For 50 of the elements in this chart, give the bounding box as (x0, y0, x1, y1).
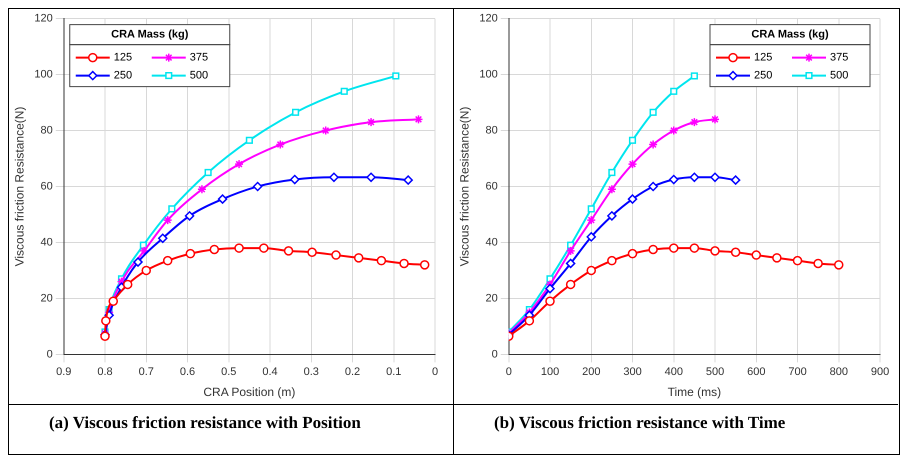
y-tick-label: 20 (486, 292, 498, 304)
legend-label: 125 (114, 52, 132, 64)
y-tick-label: 120 (479, 12, 498, 25)
y-tick-label: 60 (40, 180, 53, 193)
y-tick-label: 120 (34, 12, 53, 25)
legend-label: 250 (114, 70, 132, 82)
legend-title: CRA Mass (kg) (111, 28, 189, 41)
y-tick-label: 40 (40, 236, 53, 248)
legend-label: 500 (190, 70, 208, 82)
y-tick-label: 80 (40, 124, 53, 137)
y-tick-label: 20 (40, 292, 53, 304)
x-tick-label: 100 (540, 366, 560, 378)
y-tick-label: 80 (486, 124, 498, 137)
x-tick-label: 400 (664, 366, 683, 378)
legend-label: 500 (830, 70, 848, 82)
x-tick-label: 0.2 (344, 366, 360, 378)
x-tick-label: 0 (506, 366, 512, 378)
legend-label: 250 (754, 70, 772, 82)
x-tick-label: 0.7 (138, 366, 154, 378)
y-tick-label: 0 (492, 348, 498, 360)
legend-label: 375 (190, 52, 208, 64)
x-tick-label: 0.9 (56, 366, 72, 378)
x-tick-label: 0.4 (262, 366, 278, 378)
x-tick-label: 500 (706, 366, 724, 378)
legend-label: 125 (754, 52, 772, 64)
x-tick-label: 0.3 (304, 366, 319, 378)
x-tick-label: 900 (870, 366, 890, 378)
x-tick-label: 0.6 (180, 366, 196, 378)
x-tick-label: 800 (830, 366, 848, 378)
x-tick-label: 300 (623, 366, 642, 378)
x-tick-label: 700 (788, 366, 807, 378)
legend-title: CRA Mass (kg) (751, 28, 829, 41)
y-axis-title: Viscous friction Resistance(N) (12, 106, 27, 266)
y-tick-label: 100 (479, 68, 498, 81)
x-axis-title: CRA Position (m) (203, 385, 296, 400)
text: (a) Viscous friction resistance with Position (9, 404, 453, 433)
x-tick-label: 0.8 (97, 366, 113, 378)
x-tick-label: 0 (432, 366, 438, 378)
y-axis-title: Viscous friction Resistance(N) (458, 106, 472, 266)
y-tick-label: 40 (486, 236, 498, 248)
y-tick-label: 60 (486, 180, 498, 193)
legend-label: 375 (830, 52, 848, 64)
x-axis-title: Time (ms) (668, 385, 722, 400)
x-tick-label: 600 (747, 366, 766, 378)
x-tick-label: 200 (582, 366, 600, 378)
y-tick-label: 100 (34, 68, 53, 81)
text: (b) Viscous friction resistance with Time (454, 404, 898, 433)
x-tick-label: 0.1 (386, 366, 402, 378)
x-tick-label: 0.5 (221, 366, 236, 378)
y-tick-label: 0 (46, 348, 53, 360)
